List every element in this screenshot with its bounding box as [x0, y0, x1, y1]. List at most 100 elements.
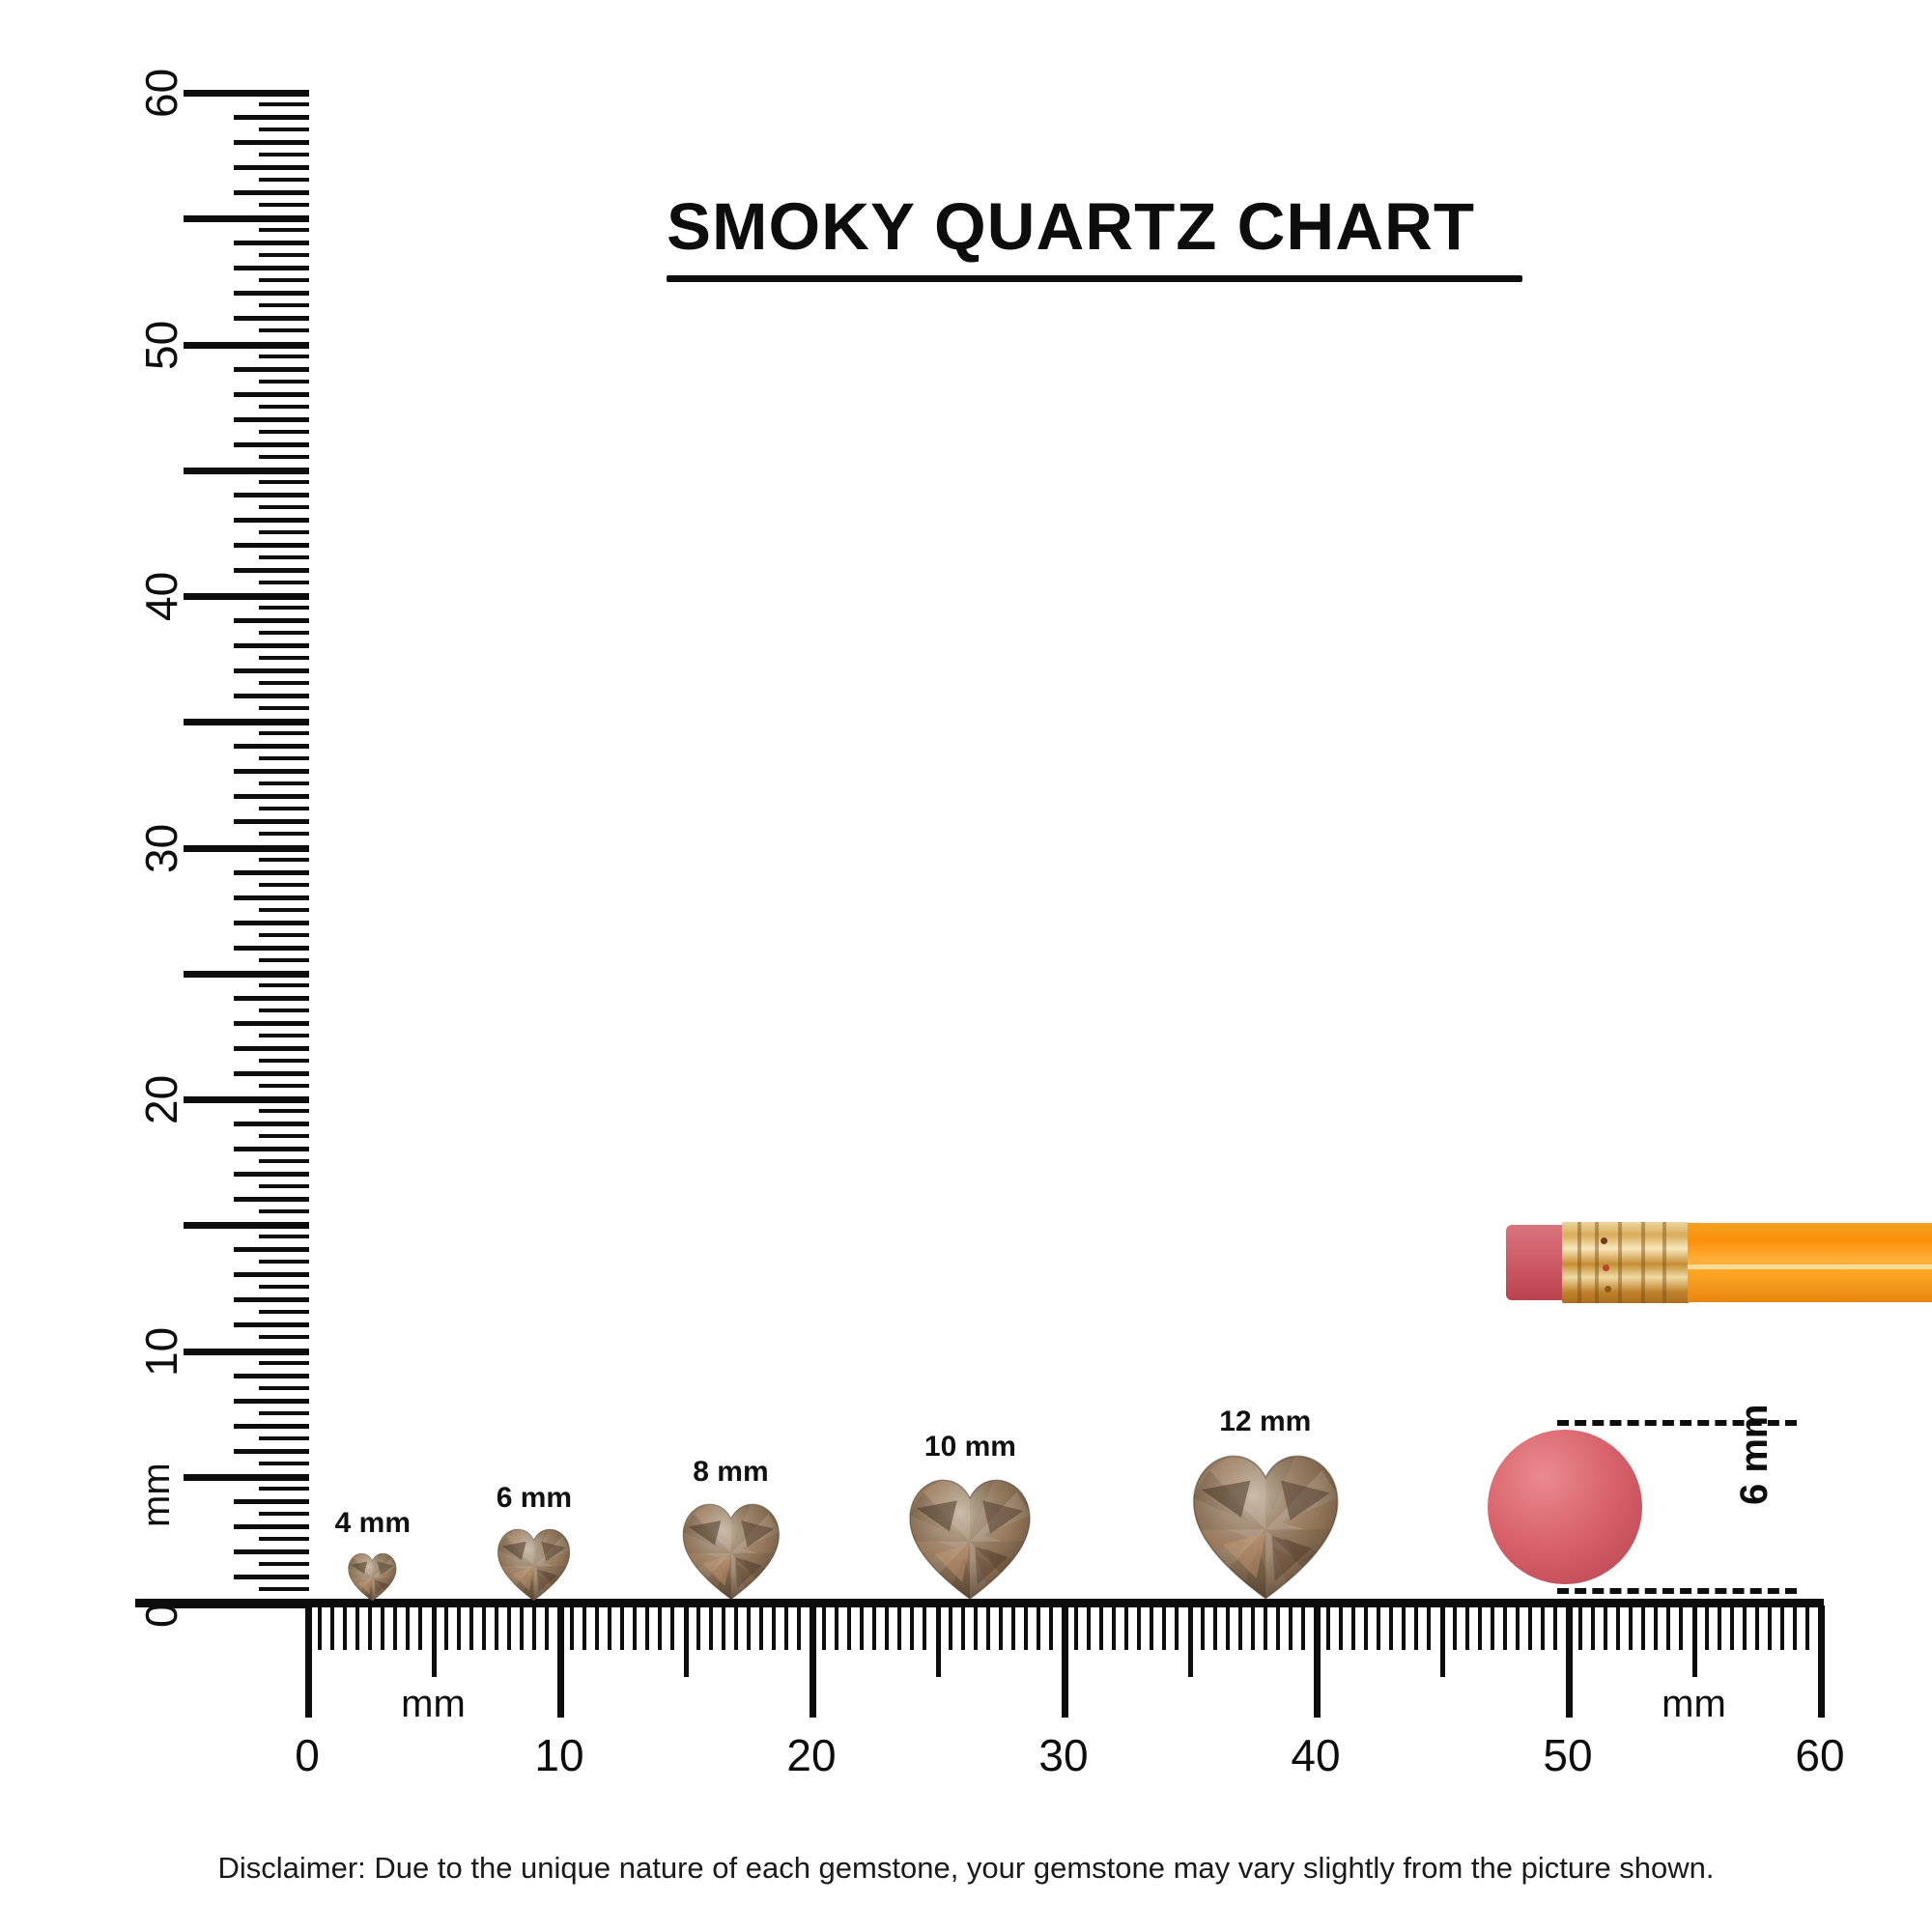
vertical-tick: [259, 1058, 309, 1063]
vertical-tick: [234, 668, 309, 674]
vertical-tick: [259, 882, 309, 887]
horizontal-tick: [557, 1605, 564, 1718]
vertical-tick: [184, 90, 309, 97]
horizontal-tick: [910, 1605, 915, 1650]
horizontal-tick: [1087, 1605, 1092, 1650]
horizontal-ruler-label: 20: [786, 1730, 837, 1780]
horizontal-tick: [810, 1605, 816, 1718]
vertical-tick: [234, 995, 309, 1001]
horizontal-tick: [1339, 1605, 1344, 1650]
gemstone-10mm[interactable]: 10 mm: [906, 1431, 1034, 1603]
vertical-tick: [259, 932, 309, 937]
gemstone-label: 10 mm: [923, 1431, 1016, 1463]
gemstone-6mm[interactable]: 6 mm: [496, 1482, 572, 1603]
gemstone-12mm[interactable]: 12 mm: [1189, 1406, 1342, 1603]
horizontal-tick: [1767, 1605, 1772, 1650]
horizontal-tick: [670, 1605, 675, 1650]
horizontal-tick: [1225, 1605, 1230, 1650]
vertical-tick: [234, 190, 309, 196]
vertical-tick: [184, 1473, 309, 1481]
horizontal-tick: [1729, 1605, 1734, 1650]
eraser-measure-box: 6 mm: [1557, 1405, 1797, 1594]
horizontal-tick: [1629, 1605, 1634, 1650]
vertical-tick: [259, 253, 309, 258]
horizontal-ruler-unit: mm: [401, 1683, 466, 1725]
horizontal-tick: [708, 1605, 713, 1650]
vertical-tick: [234, 241, 309, 246]
vertical-tick: [259, 1159, 309, 1164]
vertical-tick: [234, 1423, 309, 1429]
vertical-tick: [234, 542, 309, 548]
title-underline: [667, 275, 1522, 282]
vertical-tick: [259, 1083, 309, 1088]
vertical-tick: [234, 1574, 309, 1579]
horizontal-tick: [1137, 1605, 1142, 1650]
vertical-tick: [259, 354, 309, 358]
vertical-tick: [234, 140, 309, 146]
horizontal-tick: [733, 1605, 738, 1650]
vertical-tick: [259, 479, 309, 484]
horizontal-tick: [1452, 1605, 1457, 1650]
gemstone-4mm[interactable]: 4 mm: [335, 1507, 411, 1603]
horizontal-tick: [658, 1605, 663, 1650]
vertical-ruler: [174, 90, 309, 1613]
horizontal-tick: [835, 1605, 839, 1650]
horizontal-tick: [1818, 1605, 1825, 1718]
horizontal-tick: [1427, 1605, 1432, 1650]
horizontal-tick: [645, 1605, 650, 1650]
vertical-tick: [259, 781, 309, 786]
horizontal-tick: [1439, 1605, 1445, 1677]
vertical-tick: [259, 1360, 309, 1365]
gemstone-image: [909, 1479, 1032, 1600]
horizontal-tick: [318, 1605, 323, 1650]
vertical-tick: [259, 807, 309, 811]
vertical-tick: [234, 1197, 309, 1203]
horizontal-tick: [1540, 1605, 1545, 1650]
horizontal-tick: [860, 1605, 865, 1650]
vertical-tick: [234, 416, 309, 422]
vertical-ruler-unit: mm: [135, 1463, 178, 1527]
vertical-tick: [234, 945, 309, 951]
pencil-ferrule: [1562, 1222, 1690, 1303]
measure-line-bottom: [1557, 1588, 1797, 1594]
vertical-tick: [259, 1536, 309, 1541]
vertical-tick: [259, 379, 309, 384]
horizontal-tick: [1566, 1605, 1573, 1718]
vertical-tick: [234, 366, 309, 372]
vertical-ruler-label: 30: [136, 823, 186, 873]
vertical-ruler-label: 50: [136, 320, 186, 370]
horizontal-tick: [570, 1605, 575, 1650]
horizontal-tick: [305, 1605, 312, 1718]
horizontal-tick: [418, 1605, 423, 1650]
vertical-tick: [234, 165, 309, 171]
horizontal-tick: [998, 1605, 1003, 1650]
horizontal-tick: [872, 1605, 877, 1650]
horizontal-tick: [1704, 1605, 1709, 1650]
vertical-tick: [234, 769, 309, 775]
horizontal-ruler-label: 10: [534, 1730, 584, 1780]
horizontal-tick: [1288, 1605, 1293, 1650]
vertical-tick: [259, 228, 309, 233]
pencil-body: [1688, 1223, 1932, 1302]
horizontal-tick: [1300, 1605, 1305, 1650]
horizontal-tick: [343, 1605, 348, 1650]
horizontal-tick: [985, 1605, 990, 1650]
horizontal-tick: [469, 1605, 473, 1650]
horizontal-tick: [595, 1605, 600, 1650]
vertical-tick: [234, 1122, 309, 1127]
horizontal-ruler-label: 30: [1038, 1730, 1089, 1780]
gemstone-8mm[interactable]: 8 mm: [680, 1456, 782, 1603]
gemstone-label: 4 mm: [334, 1507, 412, 1540]
horizontal-tick: [519, 1605, 524, 1650]
gemstone-label: 8 mm: [693, 1456, 769, 1489]
vertical-tick: [184, 719, 309, 726]
horizontal-tick: [1578, 1605, 1583, 1650]
vertical-ruler-label: 40: [136, 571, 186, 621]
horizontal-tick: [1175, 1605, 1179, 1650]
horizontal-tick: [481, 1605, 486, 1650]
vertical-tick: [259, 278, 309, 283]
horizontal-ruler-label: 0: [295, 1730, 320, 1780]
horizontal-tick: [1641, 1605, 1646, 1650]
vertical-tick: [259, 606, 309, 611]
